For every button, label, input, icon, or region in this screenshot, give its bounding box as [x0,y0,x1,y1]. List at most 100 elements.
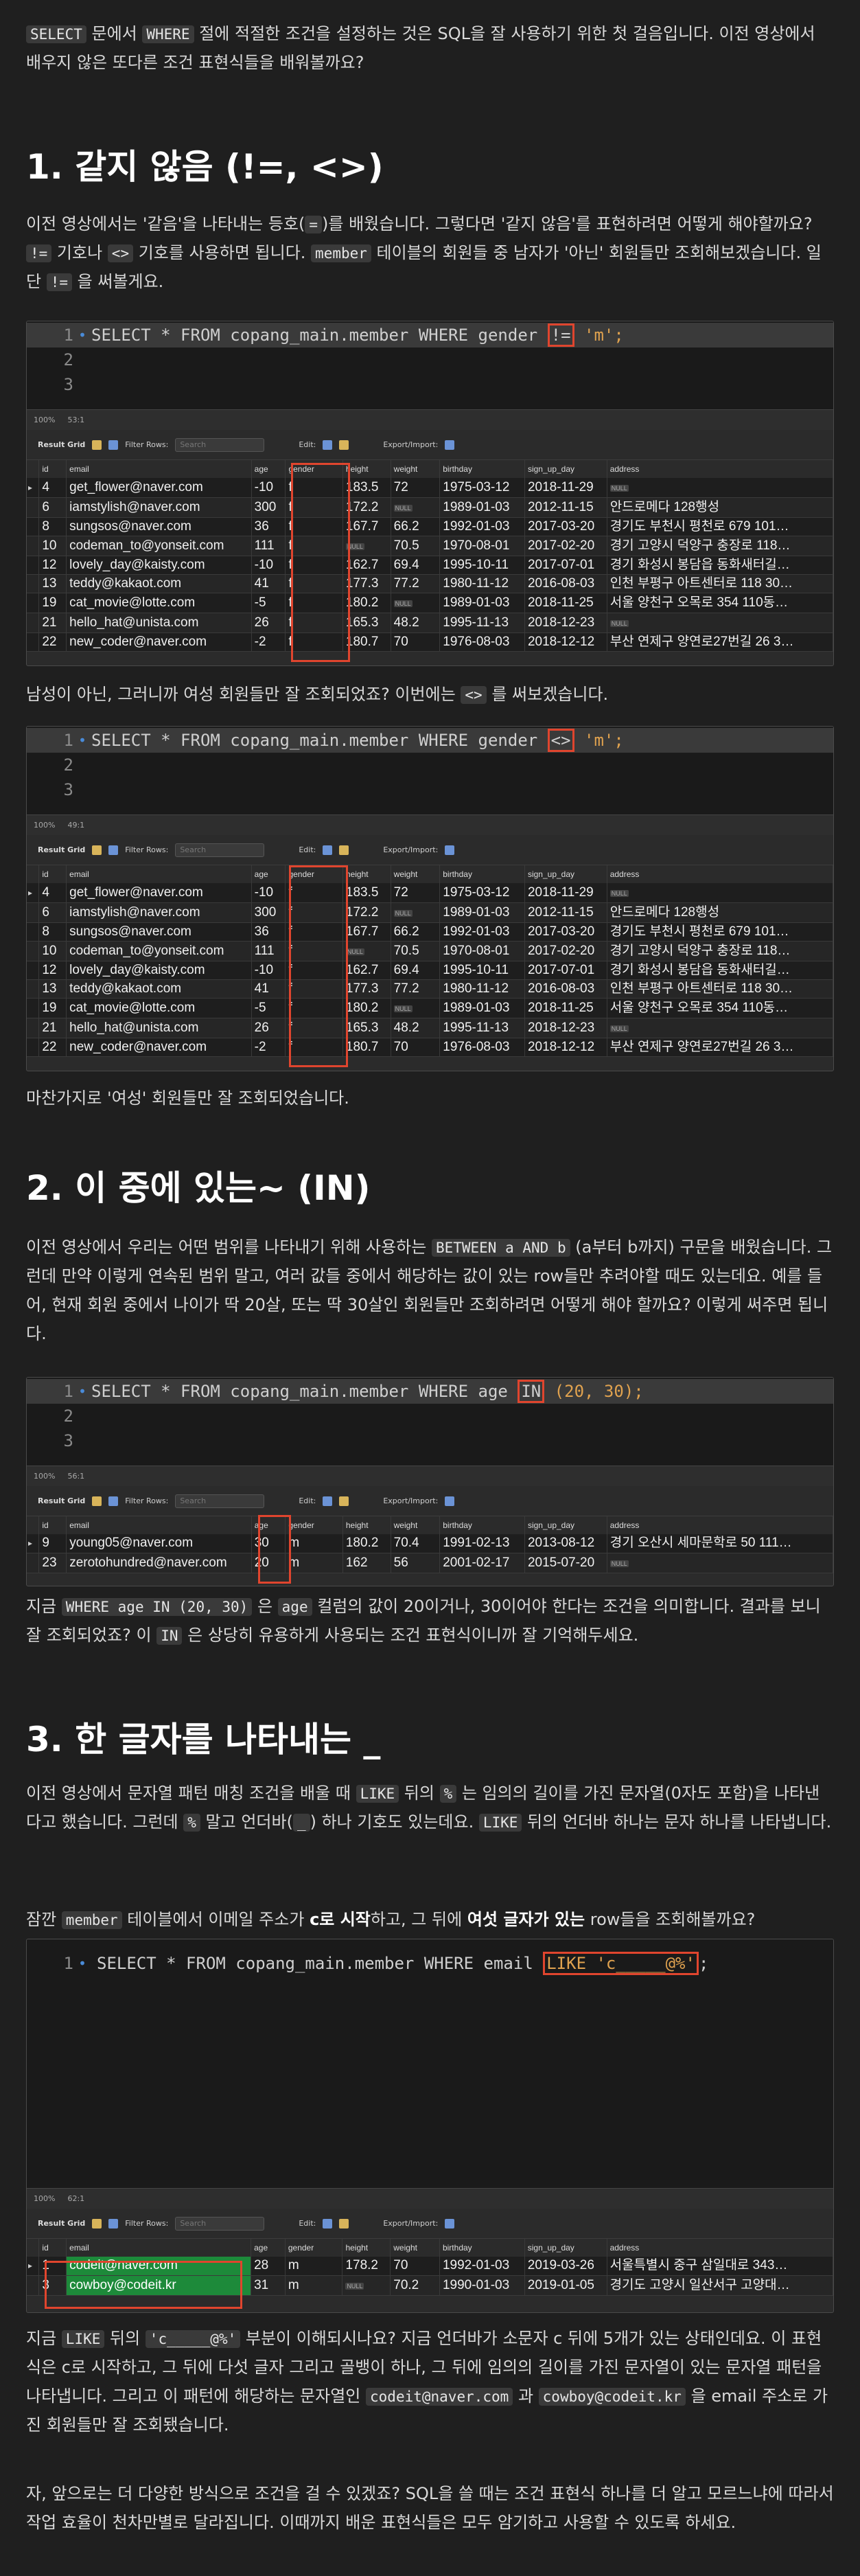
cell-sign-up-day[interactable]: 2018-11-25 [524,593,607,613]
cell-gender[interactable]: m [285,1534,343,1553]
cell-weight[interactable]: NULL [391,998,441,1018]
table-row[interactable]: 21 hello_hat@unista.com 26 f 165.3 48.2 1995-1… [27,613,833,633]
cell-age[interactable]: -10 [251,478,286,498]
cell-email[interactable]: cat_movie@lotte.com [66,593,252,613]
cell-address[interactable]: NULL [607,883,833,903]
column-header-height[interactable]: height [342,1516,391,1534]
table-row[interactable]: 13 teddy@kakaot.com 41 f 177.3 77.2 1980-11-12… [27,574,833,593]
table-row[interactable]: 13 teddy@kakaot.com 41 f 177.3 77.2 1980-11-12… [27,979,833,999]
cell-birthday[interactable]: 1970-08-01 [439,536,525,556]
cell-age[interactable]: -10 [251,961,286,980]
cell-id[interactable]: 23 [38,1553,67,1573]
cell-gender[interactable]: f [285,556,343,575]
filter-search-input[interactable]: Search [175,843,265,857]
cell-address[interactable]: 경기 화성시 봉담읍 동화새터길… [607,961,833,980]
cell-gender[interactable]: f [285,961,343,980]
cell-birthday[interactable]: 1970-08-01 [439,941,525,961]
column-header-address[interactable]: address [607,1516,833,1534]
column-header-email[interactable]: email [66,1516,252,1534]
cell-birthday[interactable]: 1992-01-03 [439,517,525,536]
cell-gender[interactable]: f [285,883,343,903]
edit-icon[interactable] [323,845,333,855]
cell-email[interactable]: sungsos@naver.com [66,517,252,536]
cell-age[interactable]: 41 [251,574,286,593]
cell-gender[interactable]: f [285,941,343,961]
cell-gender[interactable]: f [285,998,343,1018]
table-row[interactable]: 19 cat_movie@lotte.com -5 f 180.2 NULL 1989-01… [27,998,833,1018]
column-header-sign-up-day[interactable]: sign_up_day [524,1516,607,1534]
cell-sign-up-day[interactable]: 2017-02-20 [524,536,607,556]
cell-sign-up-day[interactable]: 2017-03-20 [524,922,607,942]
cell-id[interactable]: 21 [38,1018,67,1038]
cell-weight[interactable]: 70.5 [391,536,441,556]
cell-height[interactable]: 177.3 [342,574,391,593]
grid-icon[interactable] [92,1496,102,1506]
cell-address[interactable]: 서울특별시 중구 삼일대로 343… [607,2257,833,2276]
cell-weight[interactable]: NULL [391,593,441,613]
cell-age[interactable]: 300 [251,497,286,518]
cell-sign-up-day[interactable]: 2018-12-12 [524,1038,607,1057]
cell-sign-up-day[interactable]: 2017-03-20 [524,517,607,536]
edit-icon[interactable] [323,1496,333,1506]
table-row[interactable]: 10 codeman_to@yonseit.com 111 f NULL 70.5 1970… [27,536,833,556]
column-header-email[interactable]: email [66,460,252,478]
cell-id[interactable]: 21 [38,613,67,633]
cell-birthday[interactable]: 1989-01-03 [439,593,525,613]
cell-birthday[interactable]: 1995-10-11 [439,556,525,575]
table-row[interactable]: 12 lovely_day@kaisty.com -10 f 162.7 69.4 1995… [27,556,833,575]
cell-address[interactable]: NULL [607,613,833,633]
column-header-weight[interactable]: weight [391,865,441,883]
cell-id[interactable]: 10 [38,536,67,556]
sql-editor[interactable]: 1 • SELECT * FROM copang_main.member WHERE… [27,321,833,409]
cell-email[interactable]: get_flower@naver.com [66,883,252,903]
table-row[interactable]: 10 codeman_to@yonseit.com 111 f NULL 70.5 1970… [27,941,833,961]
cell-gender[interactable]: f [285,574,343,593]
cell-age[interactable]: -2 [251,632,286,652]
cell-id[interactable]: 19 [38,593,67,613]
sql-editor[interactable]: 1 • SELECT * FROM copang_main.member WHERE… [27,1378,833,1466]
column-header-id[interactable]: id [38,1516,67,1534]
table-row[interactable]: 23 zerotohundred@naver.com 20 m 162 56 2001-02… [27,1553,833,1573]
cell-height[interactable]: 162.7 [342,556,391,575]
table-row[interactable]: 6 iamstylish@naver.com 300 f 172.2 NULL 1989-0… [27,902,833,923]
cell-weight[interactable]: 72 [391,478,441,498]
grid-icon[interactable] [92,440,102,450]
cell-id[interactable]: 4 [38,883,67,903]
cell-sign-up-day[interactable]: 2017-07-01 [524,556,607,575]
cell-email[interactable]: new_coder@naver.com [66,1038,252,1057]
cell-weight[interactable]: 70.2 [390,2275,440,2296]
filter-search-input[interactable]: Search [175,1494,265,1508]
cell-address[interactable]: 인천 부평구 아트센터로 118 30… [607,979,833,999]
cell-address[interactable]: NULL [607,478,833,498]
cell-birthday[interactable]: 1980-11-12 [439,979,525,999]
cell-birthday[interactable]: 1992-01-03 [439,2257,525,2276]
cell-email[interactable]: hello_hat@unista.com [66,1018,252,1038]
cell-sign-up-day[interactable]: 2016-08-03 [524,574,607,593]
cell-height[interactable]: 180.7 [342,1038,391,1057]
cell-sign-up-day[interactable]: 2016-08-03 [524,979,607,999]
cell-gender[interactable]: m [285,1553,343,1573]
sql-editor[interactable]: 1 • SELECT * FROM copang_main.member WHERE… [27,1939,833,2188]
cell-sign-up-day[interactable]: 2017-07-01 [524,961,607,980]
table-row[interactable]: 8 sungsos@naver.com 36 f 167.7 66.2 1992-01-03… [27,922,833,942]
cell-birthday[interactable]: 1995-11-13 [439,613,525,633]
add-row-icon[interactable] [339,2218,349,2229]
cell-sign-up-day[interactable]: 2018-12-23 [524,613,607,633]
cell-age[interactable]: 28 [251,2257,286,2276]
cell-age[interactable]: 20 [251,1553,286,1573]
add-row-icon[interactable] [339,1496,349,1506]
cell-sign-up-day[interactable]: 2019-03-26 [524,2257,607,2276]
cell-address[interactable]: 경기 오산시 세마문학로 50 111… [607,1534,833,1553]
cell-id[interactable]: 6 [38,497,67,518]
cell-gender[interactable]: f [285,902,343,923]
cell-gender[interactable]: f [285,517,343,536]
cell-birthday[interactable]: 1989-01-03 [439,497,525,518]
cell-height[interactable]: 180.2 [342,1534,391,1553]
cell-weight[interactable]: 69.4 [391,556,441,575]
table-row[interactable]: 8 sungsos@naver.com 36 f 167.7 66.2 1992-01-03… [27,517,833,536]
export-icon[interactable] [445,845,455,855]
cell-id[interactable]: 1 [38,2257,67,2276]
cell-email[interactable]: lovely_day@kaisty.com [66,556,252,575]
cell-email[interactable]: cowboy@codeit.kr [66,2275,252,2296]
cell-sign-up-day[interactable]: 2017-02-20 [524,941,607,961]
